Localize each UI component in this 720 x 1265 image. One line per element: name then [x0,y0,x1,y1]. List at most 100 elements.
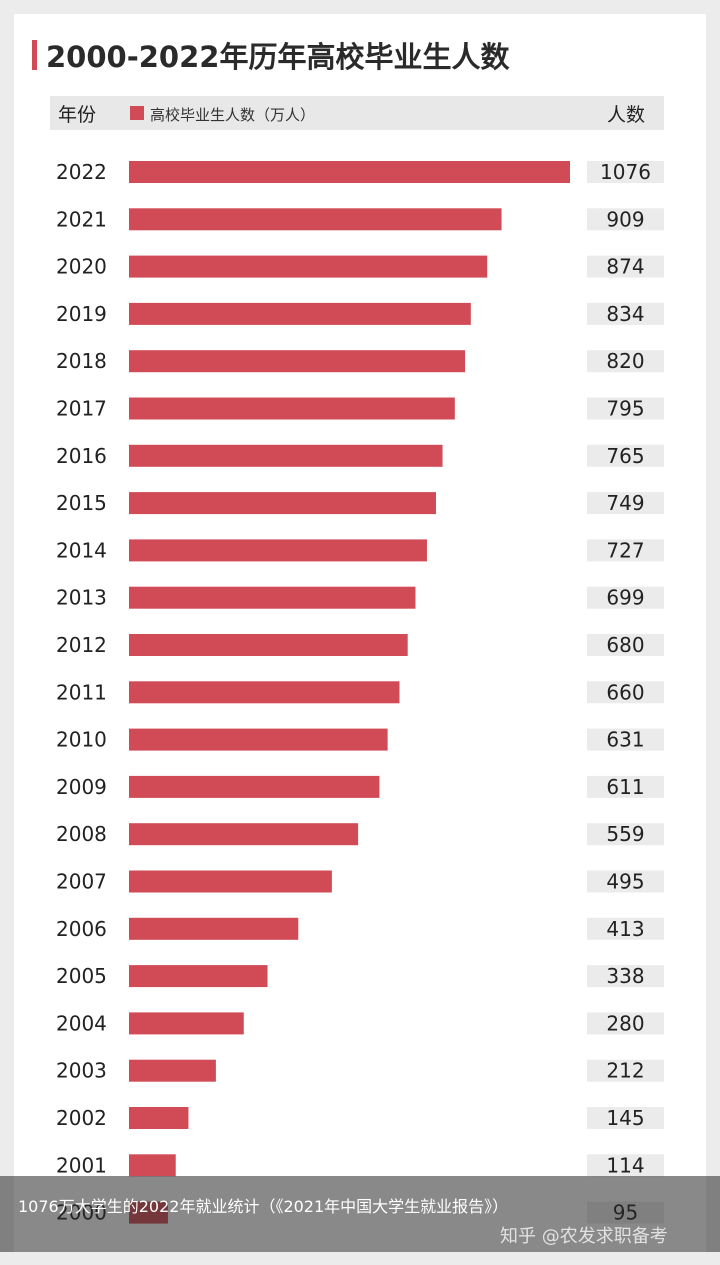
bar [129,823,359,846]
title-accent-bar [32,40,37,70]
bar [129,302,471,325]
year-label: 2021 [56,207,107,231]
value-label-box [587,161,664,183]
value-label: 765 [606,444,644,468]
year-label: 2003 [56,1059,107,1083]
bar [129,728,388,751]
bar [129,539,427,562]
value-label: 874 [606,255,644,279]
value-label-box [587,1059,664,1082]
bar [129,255,488,278]
value-label-box [587,586,664,609]
year-label: 2016 [56,444,107,468]
bar [129,965,268,988]
year-label: 2018 [56,349,107,373]
bar [129,397,455,420]
caption-overlay [0,1176,720,1252]
value-label-box [587,728,664,751]
year-label: 2009 [56,775,107,799]
year-label: 2011 [56,680,107,704]
year-label: 2010 [56,728,107,752]
value-label: 495 [606,870,644,894]
value-label: 611 [606,775,644,799]
value-label-box [587,965,664,988]
bar [129,492,436,515]
bar [129,586,416,609]
bar [129,634,408,656]
bar [129,917,299,940]
legend-label: 高校毕业生人数（万人） [150,106,316,124]
value-label-box [587,208,664,231]
value-label: 559 [606,822,644,846]
year-label: 2017 [56,397,107,421]
value-label-box [587,397,664,420]
value-label: 631 [606,728,644,752]
bar [129,1059,216,1082]
value-label-box [587,681,664,704]
value-label: 699 [606,586,644,610]
value-label-box [587,539,664,562]
bar [129,1012,244,1035]
bar [129,775,380,798]
value-label: 680 [606,633,644,657]
year-label: 2020 [56,255,107,279]
year-label: 2004 [56,1011,107,1035]
bar [129,444,443,467]
value-label-box [587,823,664,846]
value-label-box [587,350,664,373]
year-label: 2007 [56,870,107,894]
year-label: 2001 [56,1153,107,1177]
year-label: 2008 [56,822,107,846]
value-label: 820 [606,349,644,373]
bottom-strip [0,1252,720,1265]
value-label: 212 [606,1059,644,1083]
value-label-box [587,1154,664,1177]
bar [129,350,466,373]
year-label: 2019 [56,302,107,326]
year-label: 2013 [56,586,107,610]
value-label-box [587,634,664,656]
value-label: 114 [606,1153,644,1177]
year-label: 2002 [56,1106,107,1130]
value-label: 727 [606,538,644,562]
bar [129,208,502,231]
year-label: 2012 [56,633,107,657]
year-label: 2015 [56,491,107,515]
value-label: 1076 [600,160,651,184]
value-label-box [587,255,664,278]
value-label-box [587,492,664,515]
chart-title: 2000-2022年历年高校毕业生人数 [46,40,510,74]
value-label: 280 [606,1011,644,1035]
value-label-box [587,444,664,467]
watermark: 知乎 @农发求职备考 [500,1226,668,1247]
year-label: 2014 [56,538,107,562]
value-label: 909 [606,207,644,231]
value-label-box [587,1107,664,1129]
value-label: 834 [606,302,644,326]
bar [129,870,332,893]
legend-swatch [130,106,144,120]
value-label: 145 [606,1106,644,1130]
value-label: 338 [606,964,644,988]
value-label: 660 [606,680,644,704]
bar [129,1154,176,1177]
header-year-label: 年份 [58,104,97,126]
value-label-box [587,775,664,798]
value-label-box [587,302,664,325]
year-label: 2005 [56,964,107,988]
bar [129,161,570,183]
value-label: 413 [606,917,644,941]
table-header [50,96,664,130]
value-label-box [587,870,664,893]
value-label: 795 [606,397,644,421]
caption-text: 1076万大学生的2022年就业统计（《2021年中国大学生就业报告》） [18,1197,509,1216]
value-label: 749 [606,491,644,515]
value-label-box [587,917,664,940]
year-label: 2022 [56,160,107,184]
value-label-box [587,1012,664,1035]
bar [129,681,400,704]
bar [129,1107,189,1129]
year-label: 2006 [56,917,107,941]
header-count-label: 人数 [606,104,645,126]
